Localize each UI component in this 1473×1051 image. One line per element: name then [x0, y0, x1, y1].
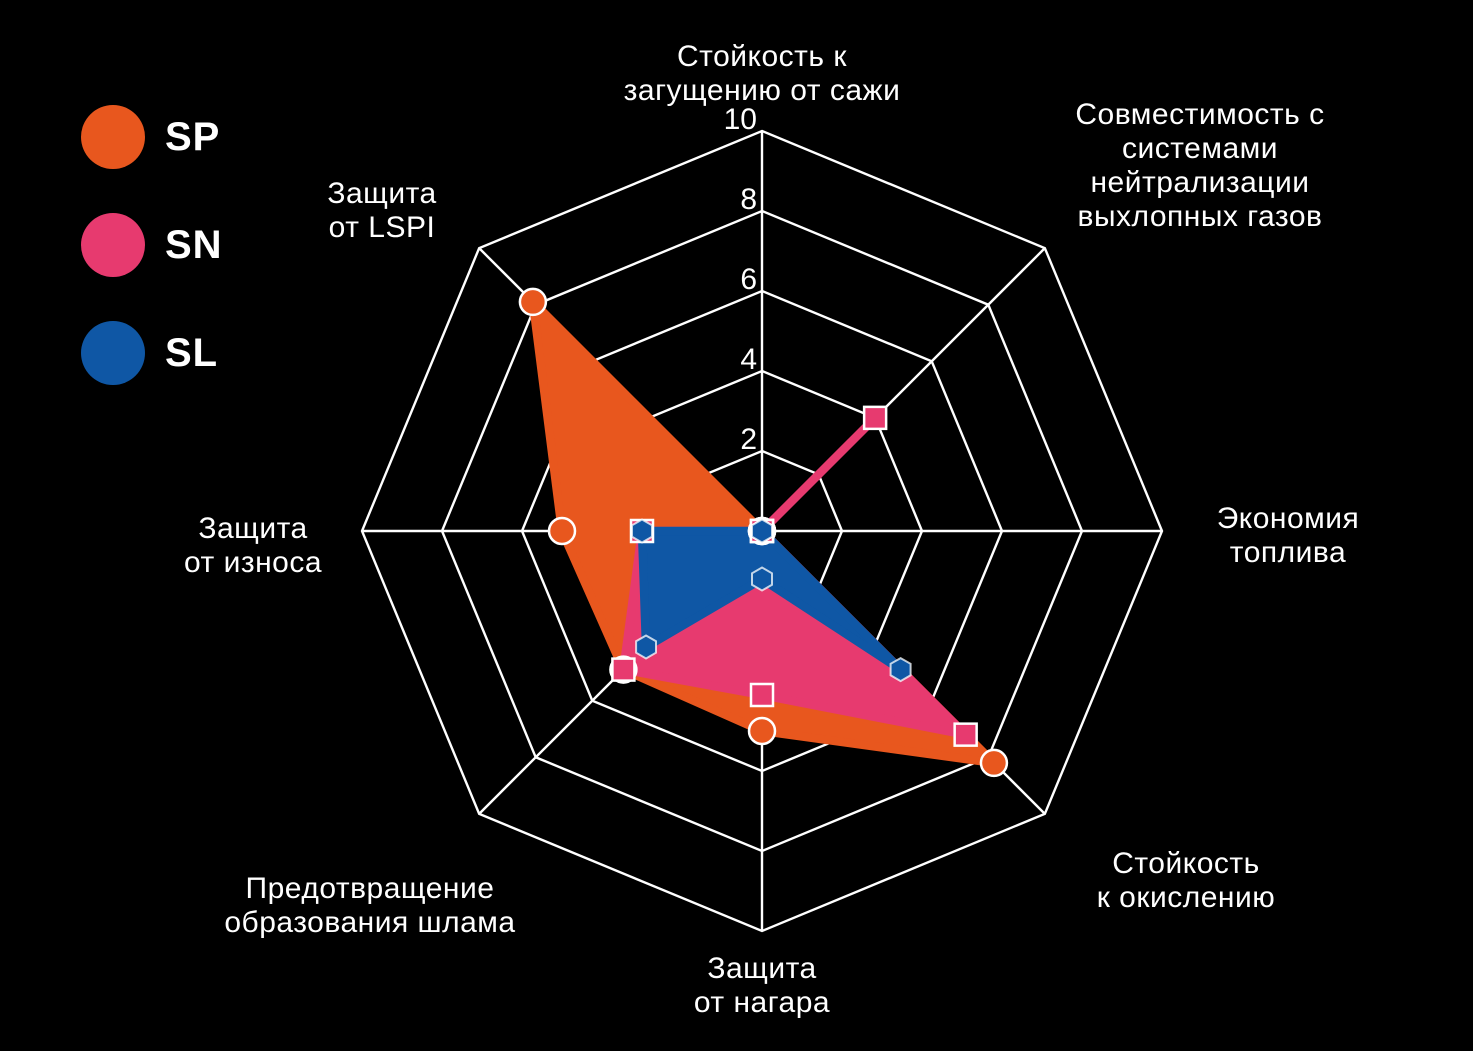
- legend-item-sl: SL: [81, 321, 223, 385]
- axis-label-7: Защита от LSPI: [327, 177, 436, 244]
- scale-tick-8: 8: [740, 183, 757, 216]
- sp-marker: [547, 516, 577, 546]
- series-area-sl: [637, 526, 905, 674]
- scale-tick-2: 2: [740, 423, 757, 456]
- scale-tick-4: 4: [740, 343, 757, 376]
- sp-marker: [518, 287, 548, 317]
- sn-marker: [862, 405, 888, 431]
- sl-marker: [889, 656, 912, 683]
- axis-label-6: Защита от износа: [184, 512, 322, 579]
- legend-label-sp: SP: [165, 115, 221, 159]
- legend-label-sl: SL: [165, 331, 219, 375]
- legend-item-sn: SN: [81, 213, 223, 277]
- sl-marker: [631, 518, 653, 544]
- series-markers-sl: [631, 518, 912, 683]
- scale-ticks: 2 4 6 8 10: [724, 103, 757, 456]
- sl-marker: [751, 518, 773, 544]
- chart-legend: SP SN SL: [81, 105, 223, 385]
- sl-marker: [751, 566, 773, 592]
- scale-tick-10: 10: [724, 103, 757, 136]
- sp-marker: [747, 716, 777, 746]
- axis-label-2: Экономия топлива: [1217, 502, 1360, 569]
- sn-color-swatch-icon: [81, 213, 145, 277]
- sl-marker: [635, 634, 657, 660]
- axis-label-1: Совместимость с системами нейтрализации вых…: [1075, 98, 1324, 233]
- axis-label-3: Стойкость к окислению: [1097, 847, 1276, 914]
- sn-marker: [611, 657, 636, 682]
- sl-color-swatch-icon: [81, 321, 145, 385]
- axis-label-0: Стойкость к загущению от сажи: [624, 40, 901, 107]
- axis-label-5: Предотвращение образования шлама: [224, 872, 515, 939]
- axis-labels: Стойкость к загущению от сажи Совместимост…: [184, 40, 1359, 1019]
- sp-marker: [979, 748, 1009, 778]
- legend-label-sn: SN: [165, 223, 223, 267]
- scale-tick-6: 6: [740, 263, 757, 296]
- sn-marker: [749, 682, 775, 708]
- sp-color-swatch-icon: [81, 105, 145, 169]
- sn-marker: [953, 722, 978, 747]
- legend-item-sp: SP: [81, 105, 223, 169]
- axis-label-4: Защита от нагара: [694, 952, 830, 1019]
